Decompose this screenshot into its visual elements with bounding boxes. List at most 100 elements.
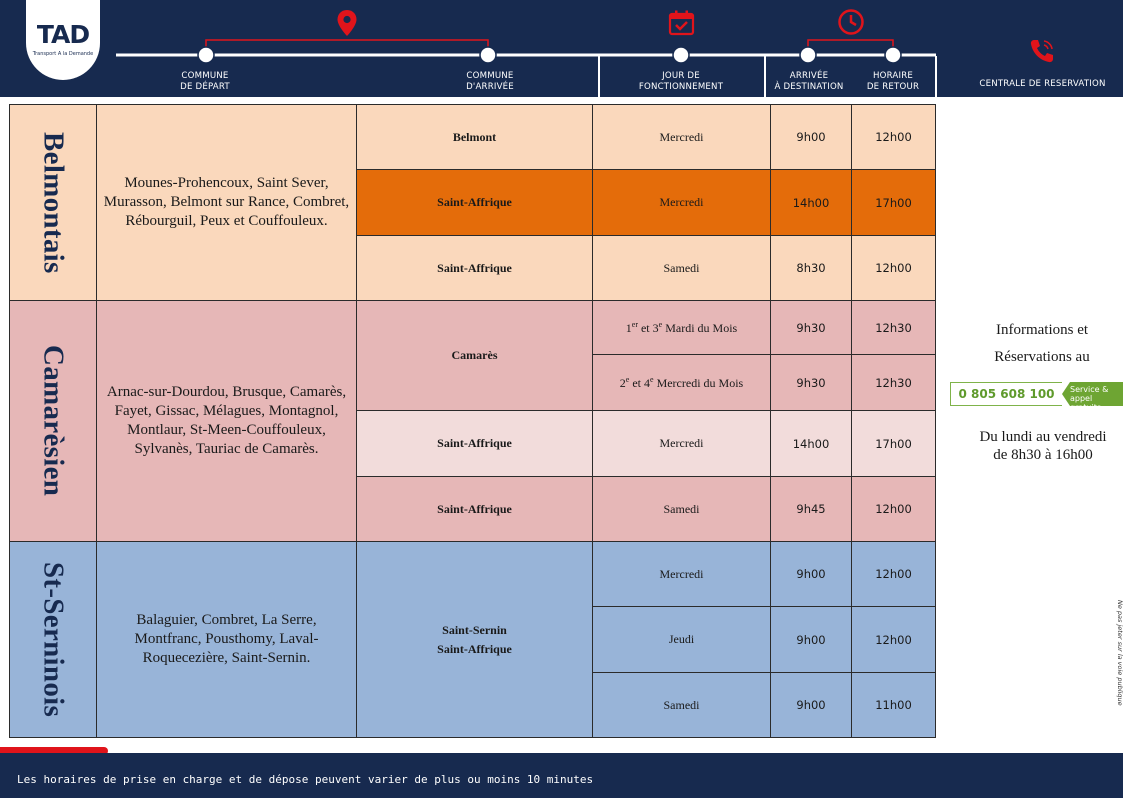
return-time: 12h30 xyxy=(875,375,912,390)
day: Samedi xyxy=(663,501,700,516)
arrival-time: 14h00 xyxy=(792,195,830,210)
return-cell: 17h00 xyxy=(851,169,936,236)
arrival-cell: 9h00 xyxy=(770,104,852,170)
return-time: 12h00 xyxy=(875,567,912,581)
return-time: 12h30 xyxy=(875,320,912,335)
arrival-time: 9h30 xyxy=(796,375,826,390)
day-cell: 2e et 4e Mercredi du Mois xyxy=(592,354,771,411)
return-cell: 12h30 xyxy=(851,300,936,355)
destination: Belmont xyxy=(452,129,497,144)
arrival-time: 9h00 xyxy=(796,632,826,647)
arrival-time: 8h30 xyxy=(796,261,826,275)
footer-accent xyxy=(0,747,108,755)
communes-list: Mounes-Prohencoux, Saint Sever, Murasson… xyxy=(103,175,350,229)
arrival-time: 9h00 xyxy=(796,567,826,581)
phone-number[interactable]: 0 805 608 100 xyxy=(950,382,1062,406)
step-label-arrival: COMMUNE D'ARRIVÉE xyxy=(466,71,514,92)
reservation-label: CENTRALE DE RESERVATION xyxy=(979,79,1106,89)
day-cell: Samedi xyxy=(592,235,771,301)
arrival-time: 9h00 xyxy=(796,130,826,144)
header-bar: TAD Transport A la Demande COMMUNE DE DÉ… xyxy=(0,0,1123,97)
calendar-check-icon xyxy=(668,10,695,36)
schedule-table: Belmontais Mounes-Prohencoux, Saint Seve… xyxy=(9,104,936,738)
day-cell: Mercredi xyxy=(592,169,771,236)
step-label-return-time: HORAIRE DE RETOUR xyxy=(866,71,920,92)
destination-cell: Saint-Affrique xyxy=(356,476,593,542)
arrival-cell: 9h30 xyxy=(770,300,852,355)
arrival-cell: 9h00 xyxy=(770,606,852,673)
logo-text: TAD xyxy=(36,20,90,49)
day-cell: 1er et 3e Mardi du Mois xyxy=(592,300,771,355)
destination-cell: Belmont xyxy=(356,104,593,170)
destination-cell: Saint-Affrique xyxy=(356,169,593,236)
communes-list: Balaguier, Combret, La Serre, Montfranc,… xyxy=(134,612,319,666)
return-time: 17h00 xyxy=(875,195,912,210)
day-cell: Jeudi xyxy=(592,606,771,673)
litter-notice: Ne pas jeter sur la voie publique xyxy=(1116,600,1123,706)
return-cell: 12h30 xyxy=(851,354,936,411)
day: Mercredi xyxy=(659,436,704,450)
arrival-cell: 8h30 xyxy=(770,235,852,301)
arrival-time: 9h30 xyxy=(796,320,826,335)
region-cell: St-Serninois xyxy=(9,541,97,738)
arrival-cell: 14h00 xyxy=(770,410,852,477)
return-time: 11h00 xyxy=(875,698,912,712)
day: Mercredi xyxy=(659,129,704,144)
destination-cell: Saint-Affrique xyxy=(356,235,593,301)
step-label-departure: COMMUNE DE DÉPART xyxy=(180,71,230,92)
communes-cell: Balaguier, Combret, La Serre, Montfranc,… xyxy=(96,541,357,738)
free-service-tag: Service & appel gratuits xyxy=(1062,382,1123,406)
return-cell: 17h00 xyxy=(851,410,936,477)
arrival-cell: 14h00 xyxy=(770,169,852,236)
return-time: 12h00 xyxy=(875,502,912,516)
return-cell: 12h00 xyxy=(851,541,936,607)
return-cell: 11h00 xyxy=(851,672,936,738)
destination-cell: Saint-Sernin Saint-Affrique xyxy=(356,541,593,738)
return-time: 12h00 xyxy=(875,632,912,647)
arrival-time: 14h00 xyxy=(792,436,830,451)
day: Mercredi xyxy=(659,566,704,581)
communes-list: Arnac-sur-Dourdou, Brusque, Camarès, Fay… xyxy=(106,384,347,457)
day-cell: Samedi xyxy=(592,476,771,542)
destination-cell: Saint-Affrique xyxy=(356,410,593,477)
header-divider xyxy=(935,56,937,97)
arrival-time: 9h00 xyxy=(796,698,826,712)
region-cell: Belmontais xyxy=(9,104,97,301)
phone-badge[interactable]: 0 805 608 100 Service & appel gratuits xyxy=(950,382,1123,406)
day: Mercredi xyxy=(659,195,704,209)
day-cell: Mercredi xyxy=(592,104,771,170)
return-cell: 12h00 xyxy=(851,476,936,542)
destination: Saint-Affrique xyxy=(437,195,512,209)
destination-cell: Camarès xyxy=(356,300,593,411)
arrival-cell: 9h30 xyxy=(770,354,852,411)
day: Samedi xyxy=(663,697,700,712)
day: Samedi xyxy=(663,260,700,275)
destination: Saint-Affrique xyxy=(437,641,512,656)
timeline-track xyxy=(116,39,936,64)
logo-subtitle: Transport A la Demande xyxy=(32,51,94,57)
region-name: Belmontais xyxy=(37,131,70,274)
map-pin-icon xyxy=(337,10,357,36)
return-time: 12h00 xyxy=(875,261,912,275)
clock-icon xyxy=(838,9,864,35)
day: Jeudi xyxy=(668,632,695,646)
destination: Camarès xyxy=(451,348,498,362)
communes-cell: Arnac-sur-Dourdou, Brusque, Camarès, Fay… xyxy=(96,300,357,542)
header-divider xyxy=(598,56,600,97)
day-cell: Mercredi xyxy=(592,541,771,607)
arrival-cell: 9h00 xyxy=(770,541,852,607)
day-cell: Mercredi xyxy=(592,410,771,477)
day: 2e et 4e Mercredi du Mois xyxy=(619,374,744,390)
return-cell: 12h00 xyxy=(851,104,936,170)
opening-hours: Du lundi au vendredi de 8h30 à 16h00 xyxy=(979,429,1107,463)
return-cell: 12h00 xyxy=(851,606,936,673)
destination: Saint-Sernin xyxy=(442,622,507,637)
step-label-arrival-time: ARRIVÉE À DESTINATION xyxy=(774,71,844,92)
day: 1er et 3e Mardi du Mois xyxy=(625,319,738,335)
phone-icon xyxy=(1030,40,1053,63)
destination: Saint-Affrique xyxy=(437,436,512,450)
step-label-day: JOUR DE FONCTIONNEMENT xyxy=(638,71,724,92)
arrival-time: 9h45 xyxy=(796,502,826,516)
arrival-cell: 9h00 xyxy=(770,672,852,738)
region-cell: Camarèsien xyxy=(9,300,97,542)
